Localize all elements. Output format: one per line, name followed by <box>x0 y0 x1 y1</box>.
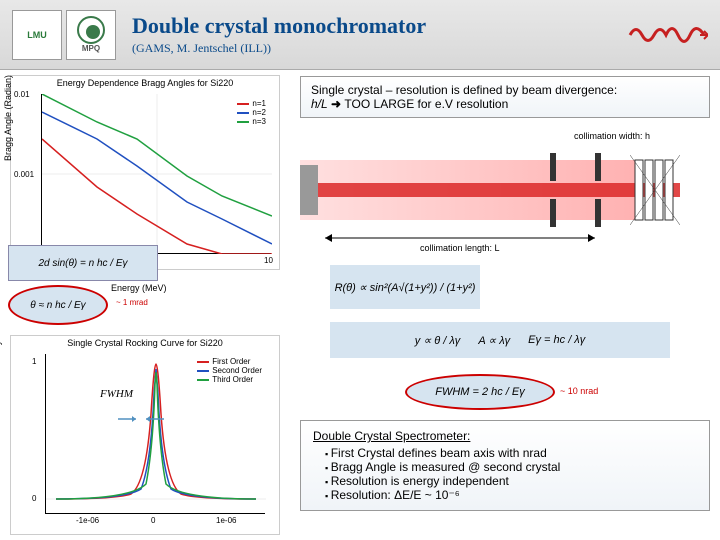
mpq-logo: MPQ <box>66 10 116 60</box>
crystal-icon <box>630 155 680 225</box>
chart1-plot: n=1 n=2 n=3 0.01 0.001 0.0001 1 10 <box>41 94 271 254</box>
c2y0: 0 <box>32 494 36 503</box>
proportionality-formulas: y ∝ θ / λγ A ∝ λγ Eγ = hc / λγ <box>330 322 670 358</box>
leg2: n=2 <box>252 108 266 117</box>
c2l1: First Order <box>212 357 250 366</box>
beam-line <box>300 183 680 197</box>
mrad-annotation-1: ~ 1 mrad <box>116 298 148 307</box>
mpq-text: MPQ <box>82 44 100 53</box>
note-line2: h/L ➜ TOO LARGE for e.V resolution <box>311 97 699 111</box>
bragg-formula-approx: θ ≈ n hc / Eγ <box>8 285 108 325</box>
bragg-formula-full: 2d sin(θ) = n hc / Eγ <box>8 245 158 281</box>
yt2: 0.001 <box>14 170 34 179</box>
summary-item-2: Bragg Angle is measured @ second crystal <box>325 460 697 474</box>
f4p3: Eγ = hc / λγ <box>528 334 585 346</box>
slide-header: LMU MPQ Double crystal monochromator (GA… <box>0 0 720 70</box>
wave-icon <box>628 20 708 50</box>
summary-item-4: Resolution: ΔE/E ~ 10⁻⁶ <box>325 488 697 502</box>
nrad-annotation: ~ 10 nrad <box>560 386 598 396</box>
chart2-ylabel: Diffracted Intensity <box>0 341 2 415</box>
collim-length-label: collimation length: L <box>420 243 500 253</box>
arrow-icon: ➜ <box>331 97 344 111</box>
note-too-large: TOO LARGE for e.V resolution <box>344 97 508 111</box>
yt1: 0.01 <box>14 90 30 99</box>
hl-ratio: h/L <box>311 97 328 111</box>
f4p2: A ∝ λγ <box>478 334 510 347</box>
c2l3: Third Order <box>212 375 253 384</box>
summary-title: Double Crystal Spectrometer: <box>313 429 697 443</box>
c2x1: -1e-06 <box>76 516 99 525</box>
title-block: Double crystal monochromator (GAMS, M. J… <box>132 13 628 56</box>
collimation-diagram: collimation width: h collimation length:… <box>300 135 710 250</box>
fwhm-arrows-icon <box>116 414 166 424</box>
note-line1: Single crystal – resolution is defined b… <box>311 83 699 97</box>
collim-width-label: collimation width: h <box>574 131 650 141</box>
slide-content: Energy Dependence Bragg Angles for Si220… <box>0 70 720 540</box>
leg3: n=3 <box>252 117 266 126</box>
c2x2: 0 <box>151 516 155 525</box>
chart2-title: Single Crystal Rocking Curve for Si220 <box>11 336 279 350</box>
slit-bot-2 <box>595 199 601 227</box>
leg1: n=1 <box>252 99 266 108</box>
slide-subtitle: (GAMS, M. Jentschel (ILL)) <box>132 41 628 56</box>
reflectivity-formula: R(θ) ∝ sin²(A√(1+y²)) / (1+y²) <box>330 265 480 309</box>
single-crystal-note: Single crystal – resolution is defined b… <box>300 76 710 118</box>
c2x3: 1e-06 <box>216 516 236 525</box>
summary-list: First Crystal defines beam axis with nra… <box>313 446 697 502</box>
c2y1: 1 <box>32 357 36 366</box>
slit-top-2 <box>595 153 601 181</box>
chart1-title: Energy Dependence Bragg Angles for Si220 <box>11 76 279 90</box>
summary-item-3: Resolution is energy independent <box>325 474 697 488</box>
logo-group: LMU MPQ <box>12 10 116 60</box>
chart2-legend: First Order Second Order Third Order <box>197 357 262 384</box>
chart1-xlabel: Energy (MeV) <box>111 283 167 293</box>
bragg-angle-chart: Energy Dependence Bragg Angles for Si220… <box>10 75 280 270</box>
fwhm-formula: FWHM = 2 hc / Eγ <box>405 374 555 410</box>
c2l2: Second Order <box>212 366 262 375</box>
xt2: 10 <box>264 256 273 265</box>
slit-top-1 <box>550 153 556 181</box>
double-crystal-summary: Double Crystal Spectrometer: First Cryst… <box>300 420 710 511</box>
rocking-curve-chart: Single Crystal Rocking Curve for Si220 F… <box>10 335 280 535</box>
f4p1: y ∝ θ / λγ <box>415 334 461 347</box>
chart2-plot: First Order Second Order Third Order 1 0… <box>45 354 265 514</box>
chart1-ylabel: Bragg Angle (Radian) <box>3 75 13 161</box>
fwhm-label: FWHM <box>100 388 133 400</box>
lmu-logo: LMU <box>12 10 62 60</box>
source-block <box>300 165 318 215</box>
slide-title: Double crystal monochromator <box>132 13 628 39</box>
summary-item-1: First Crystal defines beam axis with nra… <box>325 446 697 460</box>
slit-bot-1 <box>550 199 556 227</box>
chart1-legend: n=1 n=2 n=3 <box>237 99 266 126</box>
mpq-icon <box>77 16 105 44</box>
